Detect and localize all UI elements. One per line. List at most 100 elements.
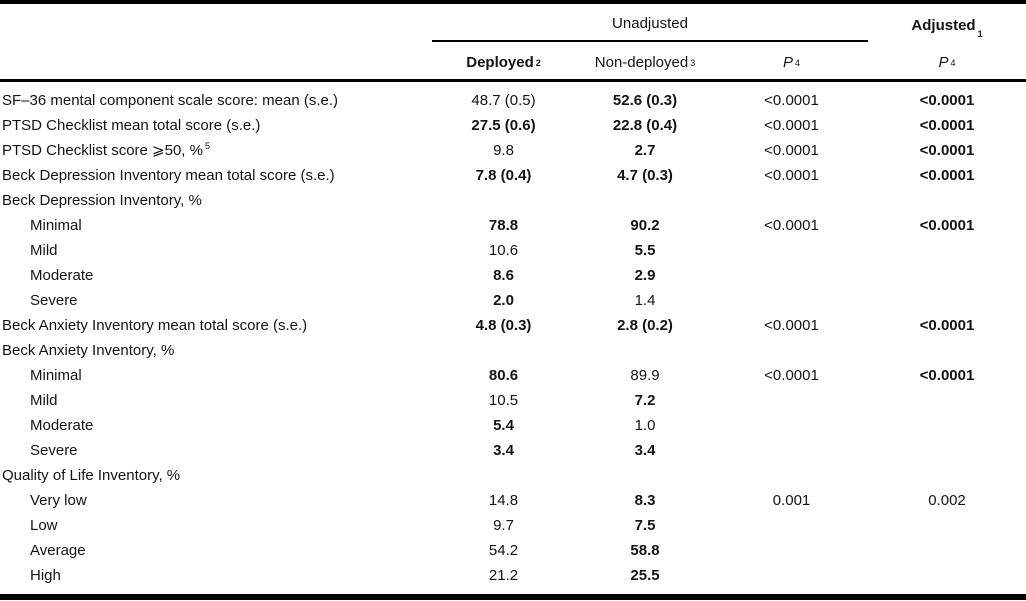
p-unadjusted-value: [715, 188, 868, 213]
row-label: Minimal: [30, 217, 82, 234]
row-label: Average: [30, 542, 86, 559]
p-adjusted-value: [868, 513, 1026, 538]
p-adjusted-value: [868, 338, 1026, 363]
table-row: Beck Anxiety Inventory mean total score …: [0, 313, 1026, 338]
deployed-value: 3.4: [493, 442, 514, 459]
column-header-nondeployed: Non-deployed 3: [594, 54, 696, 71]
table-row: PTSD Checklist score ⩾50, % 5 9.8 2.7 <0.000…: [0, 138, 1026, 163]
column-header-adjusted: Adjusted 1: [911, 17, 983, 39]
p-unadjusted-value: [715, 388, 868, 413]
p-adjusted-value: [868, 438, 1026, 463]
deployed-value: [432, 463, 575, 488]
p-adjusted-value: <0.0001: [919, 317, 975, 334]
p-adjusted-value: <0.0001: [919, 142, 975, 159]
p-adjusted-value: [868, 538, 1026, 563]
nondeployed-value: 1.0: [634, 417, 656, 434]
table-row: Mild 10.5 7.2: [0, 388, 1026, 413]
deployed-value: [432, 338, 575, 363]
table-row: SF–36 mental component scale score: mean…: [0, 88, 1026, 113]
header-empty-cell: [0, 42, 432, 81]
nondeployed-value: 4.7 (0.3): [617, 167, 673, 184]
p-unadjusted-value: [715, 463, 868, 488]
deployed-value: 54.2: [488, 542, 519, 559]
p-unadjusted-value: <0.0001: [764, 167, 819, 184]
column-group-unadjusted: Unadjusted: [432, 4, 868, 42]
nondeployed-label: Non-deployed: [594, 54, 689, 71]
row-label: Beck Anxiety Inventory mean total score …: [2, 317, 308, 334]
deployed-value: 10.6: [488, 242, 519, 259]
deployed-value: 21.2: [488, 567, 519, 584]
row-label: Moderate: [30, 417, 94, 434]
p-unadjusted-value: <0.0001: [764, 317, 819, 334]
p-adjusted-value: [868, 563, 1026, 588]
p-unadjusted-value: [715, 338, 868, 363]
deployed-label: Deployed: [466, 54, 534, 71]
deployed-value: 80.6: [488, 367, 519, 384]
p-adjusted-value: <0.0001: [919, 217, 975, 234]
nondeployed-value: [575, 338, 715, 363]
p-unadjusted-value: 0.001: [772, 492, 811, 509]
row-label: Low: [30, 517, 58, 534]
p-unadjusted-value: <0.0001: [764, 142, 819, 159]
deployed-value: 48.7 (0.5): [471, 92, 536, 109]
p-unadjusted-value: [715, 538, 868, 563]
p-adjusted-value: [868, 238, 1026, 263]
p-adjusted-value: <0.0001: [919, 117, 975, 134]
table-row: Very low 14.8 8.3 0.001 0.002: [0, 488, 1026, 513]
p-adjusted-value: <0.0001: [919, 92, 975, 109]
deployed-value: 10.5: [488, 392, 519, 409]
nondeployed-value: 7.2: [634, 392, 656, 409]
table-row: Minimal 78.8 90.2 <0.0001 <0.0001: [0, 213, 1026, 238]
p-adjusted-value: <0.0001: [919, 367, 975, 384]
header-group-row: Unadjusted Adjusted 1: [0, 4, 1026, 42]
p-adjusted-value: <0.0001: [919, 167, 975, 184]
deployed-value: [432, 188, 575, 213]
deployed-value: 14.8: [488, 492, 519, 509]
deployed-value: 7.8 (0.4): [475, 167, 532, 184]
row-label: Severe: [30, 292, 78, 309]
row-label: Moderate: [30, 267, 94, 284]
deployed-value: 2.0: [493, 292, 514, 309]
p-adjusted-value: [868, 288, 1026, 313]
table-row: Minimal 80.6 89.9 <0.0001 <0.0001: [0, 363, 1026, 388]
nondeployed-value: 22.8 (0.4): [612, 117, 678, 134]
p-unadjusted-value: <0.0001: [764, 367, 819, 384]
deployed-value: 9.8: [493, 142, 514, 159]
row-label: Beck Anxiety Inventory, %: [2, 342, 175, 359]
p-unadjusted-value: <0.0001: [764, 92, 819, 109]
table-row: Beck Anxiety Inventory, %: [0, 338, 1026, 363]
row-label: PTSD Checklist mean total score (s.e.): [2, 117, 261, 134]
p-unadjusted-label: P: [782, 54, 793, 71]
p-adjusted-value: 0.002: [928, 492, 966, 509]
nondeployed-value: 52.6 (0.3): [612, 92, 678, 109]
column-header-deployed: Deployed 2: [466, 54, 541, 71]
table-row: Severe 3.4 3.4: [0, 438, 1026, 463]
p-unadjusted-value: [715, 413, 868, 438]
table-row: Beck Depression Inventory mean total sco…: [0, 163, 1026, 188]
p-adjusted-value: [868, 413, 1026, 438]
deployed-value: 8.6: [493, 267, 514, 284]
nondeployed-value: 2.8 (0.2): [617, 317, 673, 334]
table-row: Beck Depression Inventory, %: [0, 188, 1026, 213]
table-row: PTSD Checklist mean total score (s.e.) 27…: [0, 113, 1026, 138]
row-label: Mild: [30, 392, 58, 409]
table-row: Moderate 8.6 2.9: [0, 263, 1026, 288]
row-label: Mild: [30, 242, 58, 259]
nondeployed-value: [575, 463, 715, 488]
nondeployed-value: 90.2: [630, 217, 660, 234]
row-label: SF–36 mental component scale score: mean…: [2, 92, 338, 109]
nondeployed-value: 5.5: [634, 242, 656, 259]
table-row: Low 9.7 7.5: [0, 513, 1026, 538]
nondeployed-value: 1.4: [634, 292, 656, 309]
table-bottom-rule: [0, 594, 1026, 600]
nondeployed-value: 89.9: [630, 367, 660, 384]
table-row: Moderate 5.4 1.0: [0, 413, 1026, 438]
p-unadjusted-value: [715, 438, 868, 463]
row-label: Beck Depression Inventory mean total sco…: [2, 167, 335, 184]
p-adjusted-value: [868, 263, 1026, 288]
p-unadjusted-value: <0.0001: [764, 217, 819, 234]
deployed-value: 78.8: [488, 217, 519, 234]
